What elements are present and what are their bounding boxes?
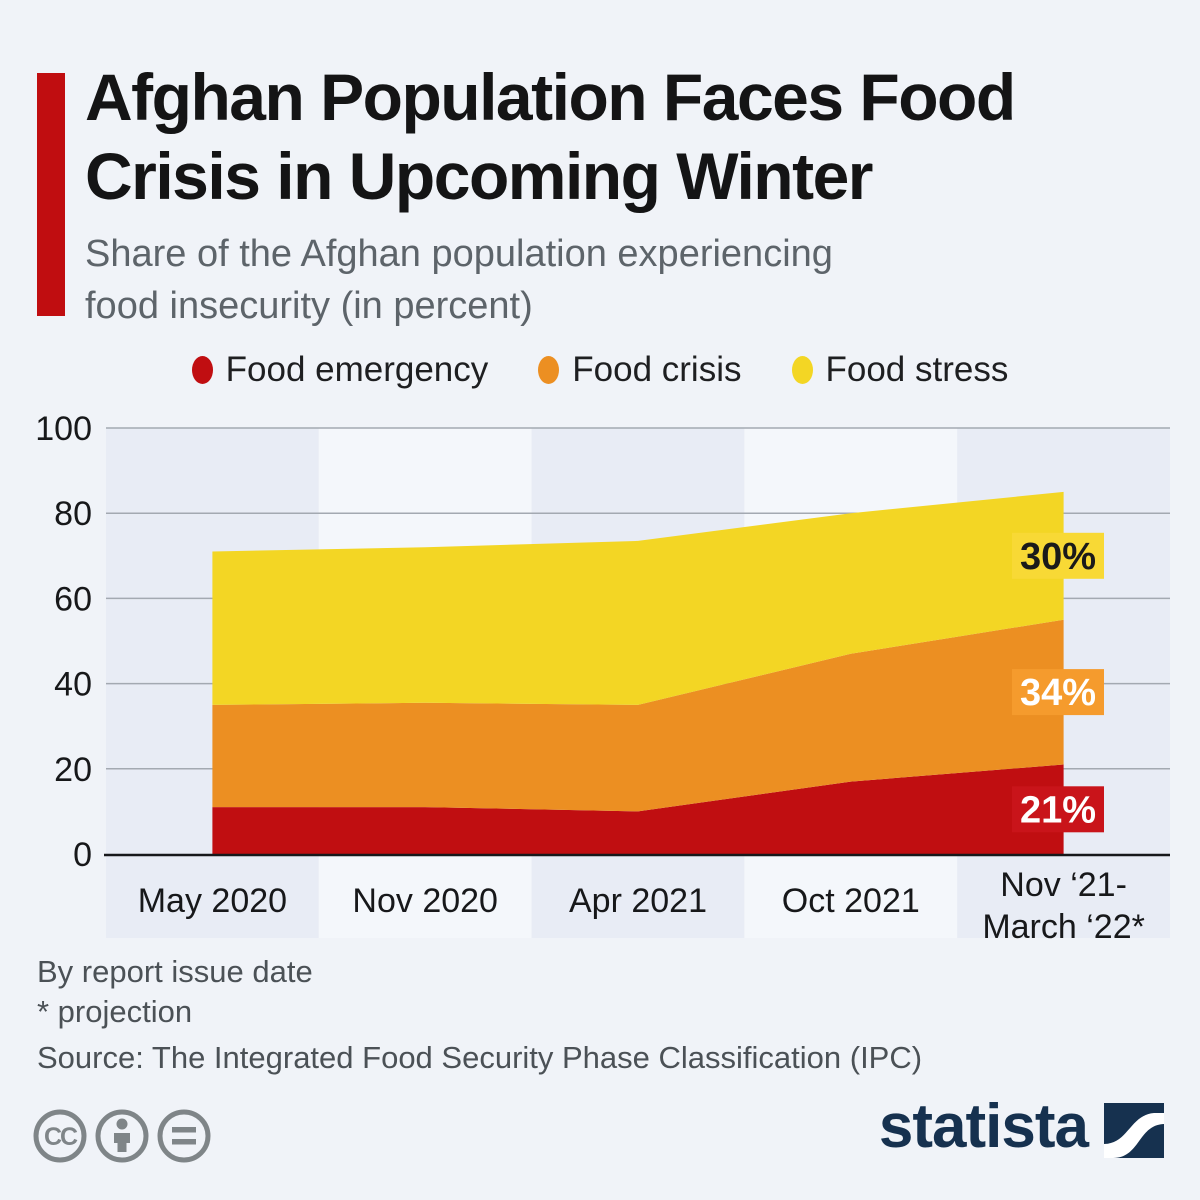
area-food-crisis <box>212 619 1064 812</box>
title-line-1: Afghan Population Faces Food <box>85 60 1016 134</box>
x-tick-label: Apr 2021 <box>569 882 707 920</box>
y-tick-label: 0 <box>73 836 92 874</box>
chart-legend: Food emergency Food crisis Food stress <box>0 348 1200 392</box>
title-accent-bar <box>37 73 65 316</box>
value-label-box-food-crisis <box>1012 669 1104 716</box>
plot-band <box>744 428 958 938</box>
chart-footnotes: By report issue date * projection Source… <box>37 952 922 1078</box>
statista-logo-mark <box>1104 1103 1164 1158</box>
statista-logo[interactable]: statista <box>879 1096 1164 1158</box>
value-label-food-emergency: 21% <box>1020 789 1096 831</box>
legend-dot <box>191 356 213 384</box>
y-tick-label: 60 <box>54 580 92 618</box>
value-label-food-stress: 30% <box>1020 536 1096 578</box>
value-label-food-crisis: 34% <box>1020 672 1096 714</box>
area-food-emergency <box>212 764 1064 854</box>
title-line-2: Crisis in Upcoming Winter <box>85 139 873 213</box>
legend-dot <box>791 356 813 384</box>
subtitle-line-2: food insecurity (in percent) <box>85 285 533 327</box>
value-label-box-food-stress <box>1012 532 1104 579</box>
plot-band <box>531 428 745 938</box>
legend-item-food-crisis: Food crisis <box>538 350 742 390</box>
subtitle-line-1: Share of the Afghan population experienc… <box>85 233 833 275</box>
creative-commons-badges[interactable]: CC <box>30 1104 250 1172</box>
legend-label: Food stress <box>825 350 1009 389</box>
legend-item-food-emergency: Food emergency <box>191 350 489 390</box>
cc-license-icon[interactable]: CC <box>33 1109 87 1163</box>
y-tick-label: 40 <box>54 666 92 704</box>
y-tick-label: 80 <box>54 495 92 533</box>
cc-no-derivatives-icon[interactable] <box>157 1109 211 1163</box>
legend-label: Food crisis <box>572 350 742 389</box>
area-food-stress <box>212 491 1064 705</box>
cc-attribution-icon[interactable] <box>95 1109 149 1163</box>
plot-band <box>106 428 319 938</box>
statista-logo-text: statista <box>878 1092 1089 1161</box>
plot-band <box>318 428 532 938</box>
legend-label: Food emergency <box>225 350 489 389</box>
x-tick-label: May 2020 <box>138 882 287 920</box>
footnote-projection: * projection <box>37 994 193 1029</box>
chart-subtitle: Share of the Afghan population experienc… <box>85 228 833 332</box>
y-tick-label: 100 <box>35 410 92 448</box>
value-label-box-food-emergency <box>1012 786 1104 833</box>
footnote-report-date: By report issue date <box>37 954 313 989</box>
plot-band <box>957 428 1170 938</box>
legend-item-food-stress: Food stress <box>791 350 1009 390</box>
page-title: Afghan Population Faces Food Crisis in U… <box>85 58 1016 216</box>
legend-dot <box>538 356 560 384</box>
x-tick-label: Oct 2021 <box>782 882 920 920</box>
x-tick-label: Nov 2020 <box>352 882 498 920</box>
svg-text:CC: CC <box>44 1123 78 1151</box>
x-tick-label: Nov ‘21-March ‘22* <box>982 866 1145 946</box>
source-line: Source: The Integrated Food Security Pha… <box>37 1040 923 1075</box>
y-tick-label: 20 <box>54 751 92 789</box>
